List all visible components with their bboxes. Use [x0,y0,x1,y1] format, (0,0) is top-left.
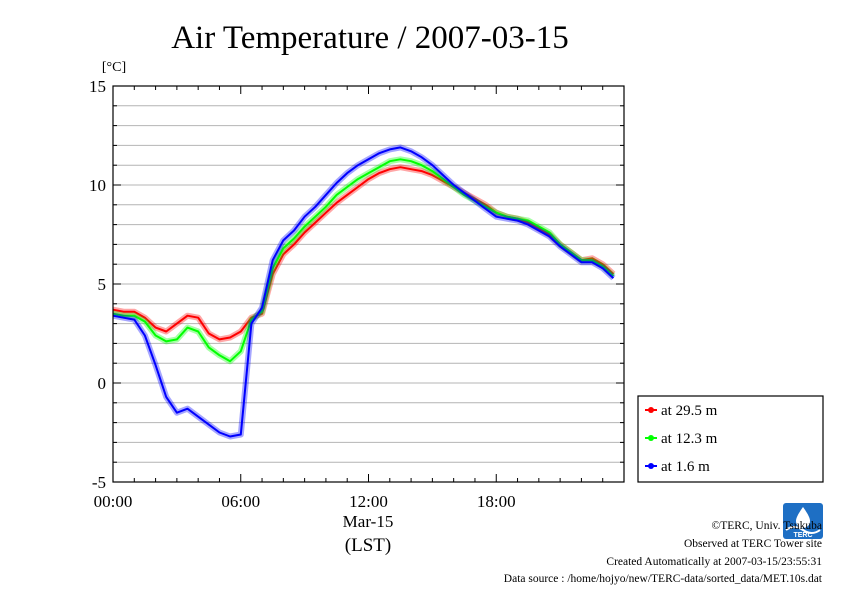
x-tick-labels: 00:00 06:00 12:00 18:00 [94,492,516,511]
legend-label: at 12.3 m [661,431,718,447]
chart-title: Air Temperature / 2007-03-15 [171,20,569,56]
grid-lines [113,105,624,463]
legend-items: at 29.5 m at 12.3 m at 1.6 m [645,403,718,475]
terc-logo: TERC [783,503,823,539]
footer-source: Data source : /home/hojyo/new/TERC-data/… [503,573,822,585]
y-tick-label: -5 [92,473,106,492]
y-tick-labels: -5 0 5 10 15 [89,77,106,492]
legend-marker [648,435,654,441]
series-halo-2 [112,144,616,440]
x-tick-label: 00:00 [94,492,133,511]
x-tick-label: 06:00 [221,492,260,511]
x-axis-date-label: Mar-15 [343,512,394,531]
y-tick-label: 15 [89,77,106,96]
legend-label: at 29.5 m [661,403,718,419]
logo-text: TERC [793,532,812,539]
series-halo-0 [112,164,616,343]
series-line-1 [112,158,615,363]
series-line-2 [112,146,615,438]
y-tick-label: 10 [89,176,106,195]
footer-copyright: ©TERC, Univ. Tsukuba [711,520,822,532]
y-axis-unit-label: [°C] [102,60,126,75]
footer-created: Created Automatically at 2007-03-15/23:5… [606,556,822,568]
x-tick-label: 18:00 [477,492,516,511]
legend-box [637,395,824,483]
legend-marker [648,407,654,413]
legend-marker [648,463,654,469]
series-lines [112,144,616,440]
x-tick-label: 12:00 [349,492,388,511]
x-axis-timezone-label: (LST) [345,535,391,556]
legend-label: at 1.6 m [661,459,710,475]
y-tick-label: 5 [98,275,107,294]
y-tick-label: 0 [98,374,107,393]
plot-area-frame [112,85,625,483]
series-line-0 [112,166,615,341]
series-halo-1 [112,156,616,365]
footer-site: Observed at TERC Tower site [683,538,822,550]
legend: at 29.5 m at 12.3 m at 1.6 m [637,395,824,483]
